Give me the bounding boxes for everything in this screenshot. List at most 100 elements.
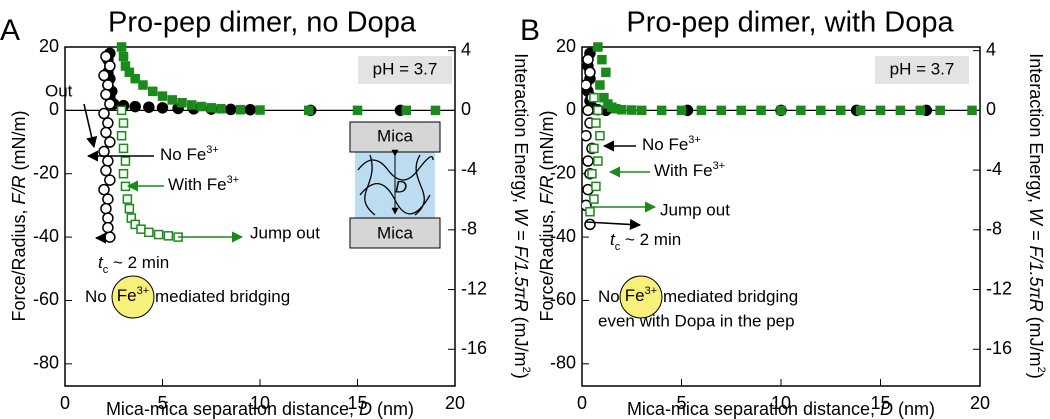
data-point [935,105,945,116]
data-point [627,105,637,115]
data-point [582,53,594,66]
y2-tick-label: 0 [461,99,471,119]
data-point [102,79,114,91]
annotation: pH = 3.7 [373,59,438,78]
annotation-part: No Fe [160,145,206,164]
fe-circle-label-part: Fe [117,286,137,305]
x-tick-label: 0 [577,393,587,413]
fe-circle [619,275,663,319]
data-point [130,73,140,84]
y2-axis-label-part: Interaction Energy, [511,53,531,208]
fe-circle-label-part: Fe [625,286,645,305]
y-axis-label-part: (mN/m) [9,110,29,175]
data-point [585,206,595,217]
data-point [102,155,114,167]
data-point [116,130,127,141]
annotation-part: ~ 2 min [108,253,169,272]
data-point [835,105,846,116]
y2-axis-label: Interaction Energy, W = F/1.5πR (mJ/m2) [511,53,532,378]
data-point [636,105,647,116]
annotation-part: With Fe [168,175,227,194]
annotation-part: 3+ [227,174,240,186]
data-point [875,105,886,116]
data-point [589,143,599,154]
x-axis-label-part: D [880,399,893,419]
data-point [582,104,594,117]
y2-axis-label-part: W = F/1.5πR [1026,208,1046,312]
plot-frame [581,46,981,387]
data-point [116,105,127,116]
x-tick-label: 0 [60,393,70,413]
data-point [124,67,135,78]
data-point [138,80,148,90]
annotation-part: ~ 2 min [620,230,681,249]
data-point [582,129,592,142]
y2-axis-label-part: W = F/1.5πR [511,208,531,312]
data-point [163,231,174,241]
data-point [116,42,127,52]
y2-axis-label-part: 2 [520,367,532,373]
mica-bottom [349,217,441,249]
y-axis-label-part: F/R [9,175,29,204]
data-layer [98,42,441,243]
annotation: Mica [377,126,413,145]
data-point [104,136,116,148]
annotation: Out [45,81,73,100]
annotation: D [395,177,407,196]
data-point [122,194,133,204]
x-tick-label: 10 [250,393,270,413]
data-point [98,145,110,158]
x-tick-label: 20 [970,393,990,413]
data-point [595,80,605,90]
x-tick-label: 15 [870,393,890,413]
data-point [593,105,603,116]
annotation-part: mediated bridging [663,287,798,306]
panel-label: A [0,14,20,47]
y-tick-label: -20 [33,162,59,182]
y-axis-label-part: (mN/m) [537,110,557,175]
data-point [118,51,129,62]
annotation-part: t [610,230,616,249]
annotation-part: No Fe [642,135,688,154]
y2-tick-label: 0 [986,99,996,119]
y2-axis-label-part: 2 [1035,367,1047,373]
x-axis-label-part: Mica-mica separation distance, [627,399,880,419]
data-point [100,164,112,177]
annotation-part: With Fe [654,161,713,180]
annotation-part: No [598,287,620,306]
data-point [756,105,766,116]
x-axis-label: Mica-mica separation distance, D (nm) [627,399,935,419]
annotation-arrow [83,103,98,149]
y-axis-label-part: Force/Radius, [537,204,557,321]
y2-tick-label: 4 [461,39,471,59]
data-point [100,202,112,215]
x-tick-label: 15 [347,393,367,413]
data-point [582,155,594,167]
chart-title: Pro-pep dimer, with Dopa [626,7,954,39]
y-tick-label: -60 [33,289,59,309]
data-point [915,105,926,116]
annotation: pH = 3.7 [890,59,955,78]
data-point [696,105,707,116]
x-tick-label: 5 [157,393,167,413]
data-point [593,156,603,166]
data-point [597,54,607,65]
data-point [895,105,906,116]
data-point [304,105,314,116]
data-point [776,105,786,116]
y-axis-label: Force/Radius, F/R (mN/m) [9,110,29,321]
data-point [118,143,129,154]
data-point [167,95,177,105]
annotation: With Fe3+ [654,160,725,181]
y-tick-label: -80 [550,353,576,373]
y2-tick-label: -4 [461,159,477,179]
annotation-part: c [615,241,621,253]
data-point [100,88,112,101]
data-point [587,168,597,179]
x-axis-label-part: D [359,399,372,419]
y2-tick-label: -16 [986,338,1012,358]
x-tick-label: 5 [676,393,686,413]
data-point [589,92,599,103]
data-point [102,212,114,224]
data-point [98,183,110,196]
